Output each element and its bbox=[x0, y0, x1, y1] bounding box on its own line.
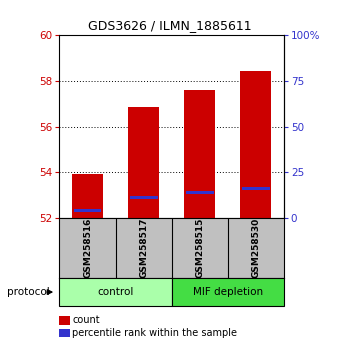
Text: MIF depletion: MIF depletion bbox=[193, 287, 263, 297]
Bar bbox=[128, 107, 159, 218]
Bar bbox=[240, 71, 271, 218]
Text: protocol: protocol bbox=[7, 287, 50, 297]
Text: GSM258530: GSM258530 bbox=[251, 218, 260, 278]
FancyBboxPatch shape bbox=[172, 278, 284, 306]
Bar bbox=[74, 209, 101, 212]
Text: control: control bbox=[98, 287, 134, 297]
Text: count: count bbox=[72, 315, 100, 325]
Text: percentile rank within the sample: percentile rank within the sample bbox=[72, 328, 237, 338]
Bar bbox=[130, 196, 157, 199]
Text: GSM258517: GSM258517 bbox=[139, 218, 148, 278]
Bar bbox=[186, 191, 214, 194]
Text: GDS3626 / ILMN_1885611: GDS3626 / ILMN_1885611 bbox=[88, 19, 252, 33]
Bar bbox=[184, 90, 215, 218]
Bar bbox=[242, 187, 270, 189]
Bar bbox=[72, 175, 103, 218]
FancyBboxPatch shape bbox=[59, 278, 172, 306]
Bar bbox=[59, 316, 70, 325]
Bar bbox=[59, 329, 70, 337]
Text: GSM258516: GSM258516 bbox=[83, 218, 92, 278]
Text: GSM258515: GSM258515 bbox=[195, 218, 204, 278]
